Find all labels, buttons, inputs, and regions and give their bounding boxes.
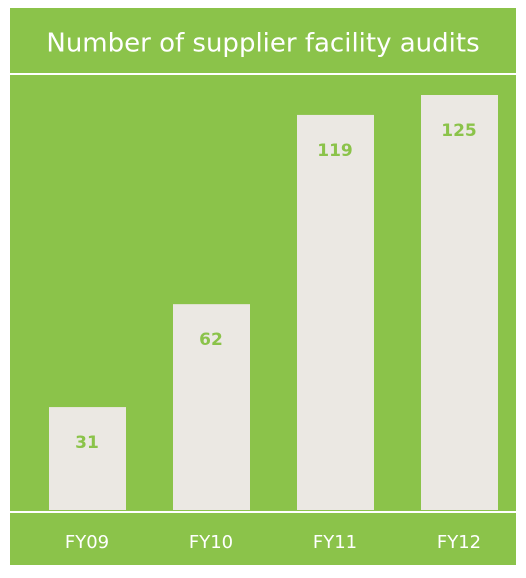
chart-title: Number of supplier facility audits xyxy=(46,29,479,59)
bar xyxy=(421,95,498,510)
bar xyxy=(297,114,374,511)
value-label: 119 xyxy=(317,141,353,161)
value-label: 125 xyxy=(441,121,477,141)
value-label: 62 xyxy=(199,330,223,350)
x-tick-label: FY12 xyxy=(437,532,481,553)
bar xyxy=(173,304,250,510)
x-tick-label: FY09 xyxy=(65,532,109,553)
x-tick-label: FY11 xyxy=(313,532,357,553)
value-label: 31 xyxy=(75,433,99,453)
x-tick-label: FY10 xyxy=(189,532,233,553)
bar xyxy=(49,407,126,510)
